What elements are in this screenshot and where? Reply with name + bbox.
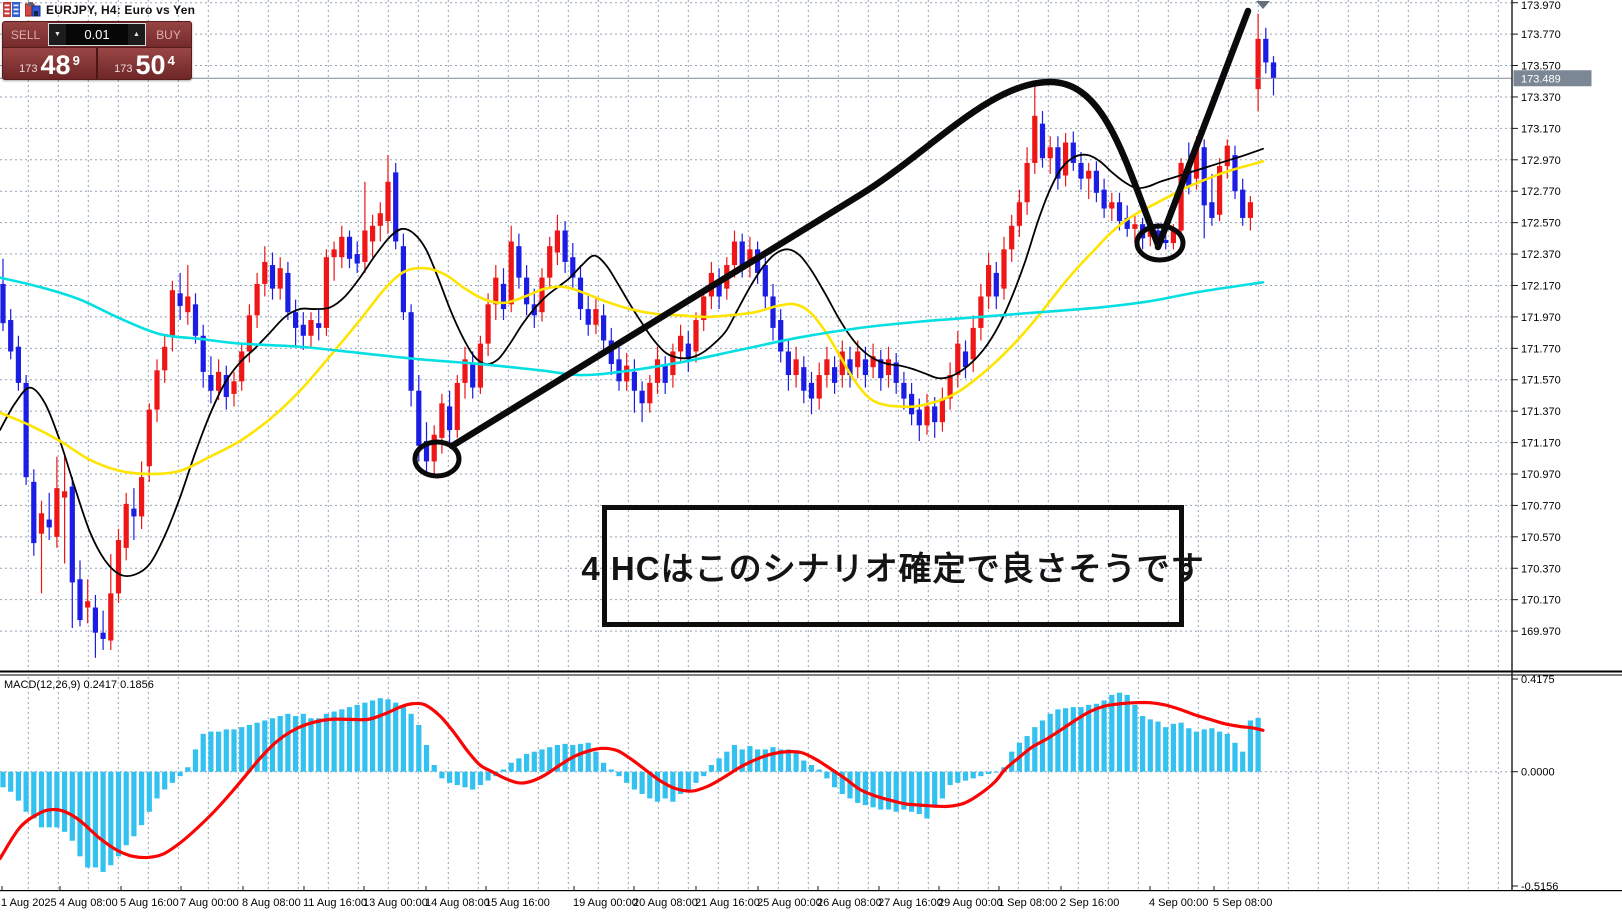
svg-text:4 Aug 08:00: 4 Aug 08:00	[59, 897, 118, 909]
lot-increase-button[interactable]: ▲	[128, 24, 145, 45]
svg-text:21 Aug 16:00: 21 Aug 16:00	[695, 897, 760, 909]
svg-text:2 Sep 16:00: 2 Sep 16:00	[1060, 897, 1119, 909]
svg-text:173.370: 173.370	[1521, 92, 1561, 104]
svg-text:1 Sep 08:00: 1 Sep 08:00	[998, 897, 1057, 909]
drawing-arrow	[1154, 7, 1252, 251]
svg-text:14 Aug 08:00: 14 Aug 08:00	[425, 897, 490, 909]
svg-text:29 Aug 00:00: 29 Aug 00:00	[938, 897, 1003, 909]
svg-text:7 Aug 00:00: 7 Aug 00:00	[180, 897, 239, 909]
svg-text:170.970: 170.970	[1521, 469, 1561, 481]
ma-fast-black	[0, 147, 1264, 578]
sell-price-main: 48	[40, 50, 71, 80]
svg-text:5 Aug 16:00: 5 Aug 16:00	[120, 897, 179, 909]
svg-text:172.770: 172.770	[1521, 186, 1561, 198]
annotation-text-box: 4 HCはこのシナリオ確定で良さそうです	[581, 505, 1204, 627]
annotation-note-text: 4 HCはこのシナリオ確定で良さそうです	[581, 550, 1205, 587]
macd-indicator-label: MACD(12,26,9) 0.2417 0.1856	[4, 679, 154, 691]
svg-text:172.370: 172.370	[1521, 249, 1561, 261]
chevron-down-icon: ▼	[54, 31, 61, 38]
svg-text:11 Aug 16:00: 11 Aug 16:00	[303, 897, 367, 909]
svg-text:170.170: 170.170	[1521, 595, 1561, 607]
time-axis[interactable]: 1 Aug 2025 4 Aug 08:00 5 Aug 16:00 7 Aug 00…	[1, 886, 1272, 909]
buy-price-prefix: 173	[114, 63, 133, 75]
svg-text:27 Aug 16:00: 27 Aug 16:00	[878, 897, 943, 909]
svg-text:171.570: 171.570	[1521, 375, 1561, 387]
current-price-badge: 173.489	[1513, 70, 1592, 87]
sell-price-pip: 9	[72, 53, 80, 68]
macd-histogram	[0, 692, 1261, 872]
one-click-trading-panel: SELL ▼ 0.01 ▲ BUY 173 48 9 173 50 4	[2, 21, 192, 80]
svg-text:172.970: 172.970	[1521, 155, 1561, 167]
svg-text:170.370: 170.370	[1521, 563, 1561, 575]
buy-price-pip: 4	[167, 53, 175, 68]
svg-text:20 Aug 08:00: 20 Aug 08:00	[633, 897, 698, 909]
candles-layer	[0, 13, 1277, 658]
svg-text:173.570: 173.570	[1521, 61, 1561, 73]
svg-text:171.970: 171.970	[1521, 312, 1561, 324]
symbol-title: EURJPY, H4: Euro vs Yen	[46, 2, 196, 17]
svg-text:170.570: 170.570	[1521, 532, 1561, 544]
sell-price-button[interactable]: 173 48 9	[3, 48, 98, 79]
buy-price-main: 50	[135, 50, 166, 80]
ma-slow-cyan	[0, 276, 1265, 377]
svg-text:8 Aug 08:00: 8 Aug 08:00	[242, 897, 301, 909]
svg-text:19 Aug 00:00: 19 Aug 00:00	[573, 897, 638, 909]
svg-text:172.170: 172.170	[1521, 280, 1561, 292]
svg-text:5 Sep 08:00: 5 Sep 08:00	[1213, 897, 1272, 909]
buy-price-button[interactable]: 173 50 4	[98, 48, 191, 79]
svg-text:0.0000: 0.0000	[1521, 767, 1555, 779]
arrowhead-marker	[1256, 1, 1270, 9]
chevron-up-icon: ▲	[133, 31, 140, 38]
panel-separator	[0, 670, 1622, 892]
svg-text:170.770: 170.770	[1521, 500, 1561, 512]
macd-axis[interactable]: 0.4175 0.0000 -0.5156	[1512, 674, 1558, 893]
lot-size-value[interactable]: 0.01	[66, 24, 128, 45]
svg-text:173.770: 173.770	[1521, 29, 1561, 41]
buy-button[interactable]: BUY	[146, 22, 191, 47]
svg-text:4 Sep 00:00: 4 Sep 00:00	[1149, 897, 1208, 909]
hand-drawings-layer	[412, 1, 1270, 479]
svg-text:169.970: 169.970	[1521, 626, 1561, 638]
lot-size-stepper: ▼ 0.01 ▲	[48, 23, 146, 46]
svg-text:172.570: 172.570	[1521, 218, 1561, 230]
macd-signal-line	[0, 700, 1265, 861]
svg-text:15 Aug 16:00: 15 Aug 16:00	[485, 897, 550, 909]
svg-text:-0.5156: -0.5156	[1521, 881, 1558, 893]
svg-text:171.770: 171.770	[1521, 343, 1561, 355]
svg-text:171.370: 171.370	[1521, 406, 1561, 418]
svg-text:0.4175: 0.4175	[1521, 674, 1555, 686]
quotes-icon	[3, 2, 20, 17]
lot-decrease-button[interactable]: ▼	[49, 24, 66, 45]
drawing-circle-2	[1134, 223, 1186, 263]
drawing-trend-curve	[448, 78, 1162, 450]
ma-mid-yellow	[0, 160, 1265, 476]
symbol-pair-icon	[25, 2, 41, 17]
svg-text:25 Aug 00:00: 25 Aug 00:00	[757, 897, 822, 909]
svg-text:13 Aug 00:00: 13 Aug 00:00	[363, 897, 428, 909]
svg-text:173.170: 173.170	[1521, 123, 1561, 135]
sell-button[interactable]: SELL	[3, 22, 48, 47]
symbol-info-bar: EURJPY, H4: Euro vs Yen	[3, 2, 195, 17]
svg-text:26 Aug 08:00: 26 Aug 08:00	[817, 897, 882, 909]
sell-price-prefix: 173	[19, 63, 38, 75]
price-axis[interactable]: 173.970 173.770 173.570 173.370 173.170 172.9…	[1511, 0, 1561, 890]
svg-text:1 Aug 2025: 1 Aug 2025	[1, 897, 57, 909]
svg-text:171.170: 171.170	[1521, 438, 1561, 450]
svg-text:173.489: 173.489	[1521, 73, 1561, 85]
drawing-circle-1	[412, 439, 462, 479]
svg-text:173.970: 173.970	[1521, 0, 1561, 12]
